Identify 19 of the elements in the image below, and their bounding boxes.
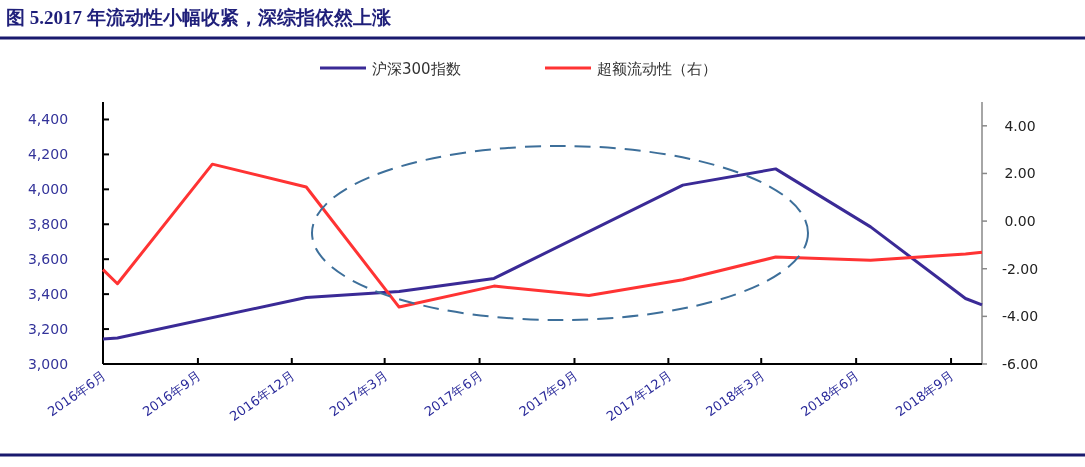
- y2-tick-label: -6.00: [1001, 356, 1039, 372]
- y-tick-label: 3,200: [27, 321, 69, 338]
- y2-tick-label: -4.00: [1001, 308, 1039, 325]
- y-tick-label: 3,000: [27, 356, 69, 372]
- y-tick-label: 3,600: [27, 251, 69, 268]
- line-series: [101, 162, 984, 309]
- y-tick-label: 4,000: [27, 181, 69, 198]
- line-series: [101, 167, 984, 341]
- y2-tick-label: -2.00: [1001, 260, 1039, 277]
- y2-tick-label: 0.00: [1004, 213, 1036, 230]
- y-tick-label: 3,400: [27, 286, 69, 303]
- y2-tick-label: 4.00: [1004, 117, 1036, 134]
- y-tick-label: 4,400: [27, 111, 69, 128]
- legend-label: 沪深300指数: [372, 60, 461, 78]
- y-tick-label: 3,800: [27, 216, 69, 233]
- legend-label: 超额流动性（右）: [597, 60, 717, 78]
- chart-title: 图 5.2017 年流动性小幅收紧，深综指依然上涨: [6, 7, 392, 28]
- y2-tick-label: 2.00: [1004, 165, 1036, 182]
- y-tick-label: 4,200: [27, 146, 69, 163]
